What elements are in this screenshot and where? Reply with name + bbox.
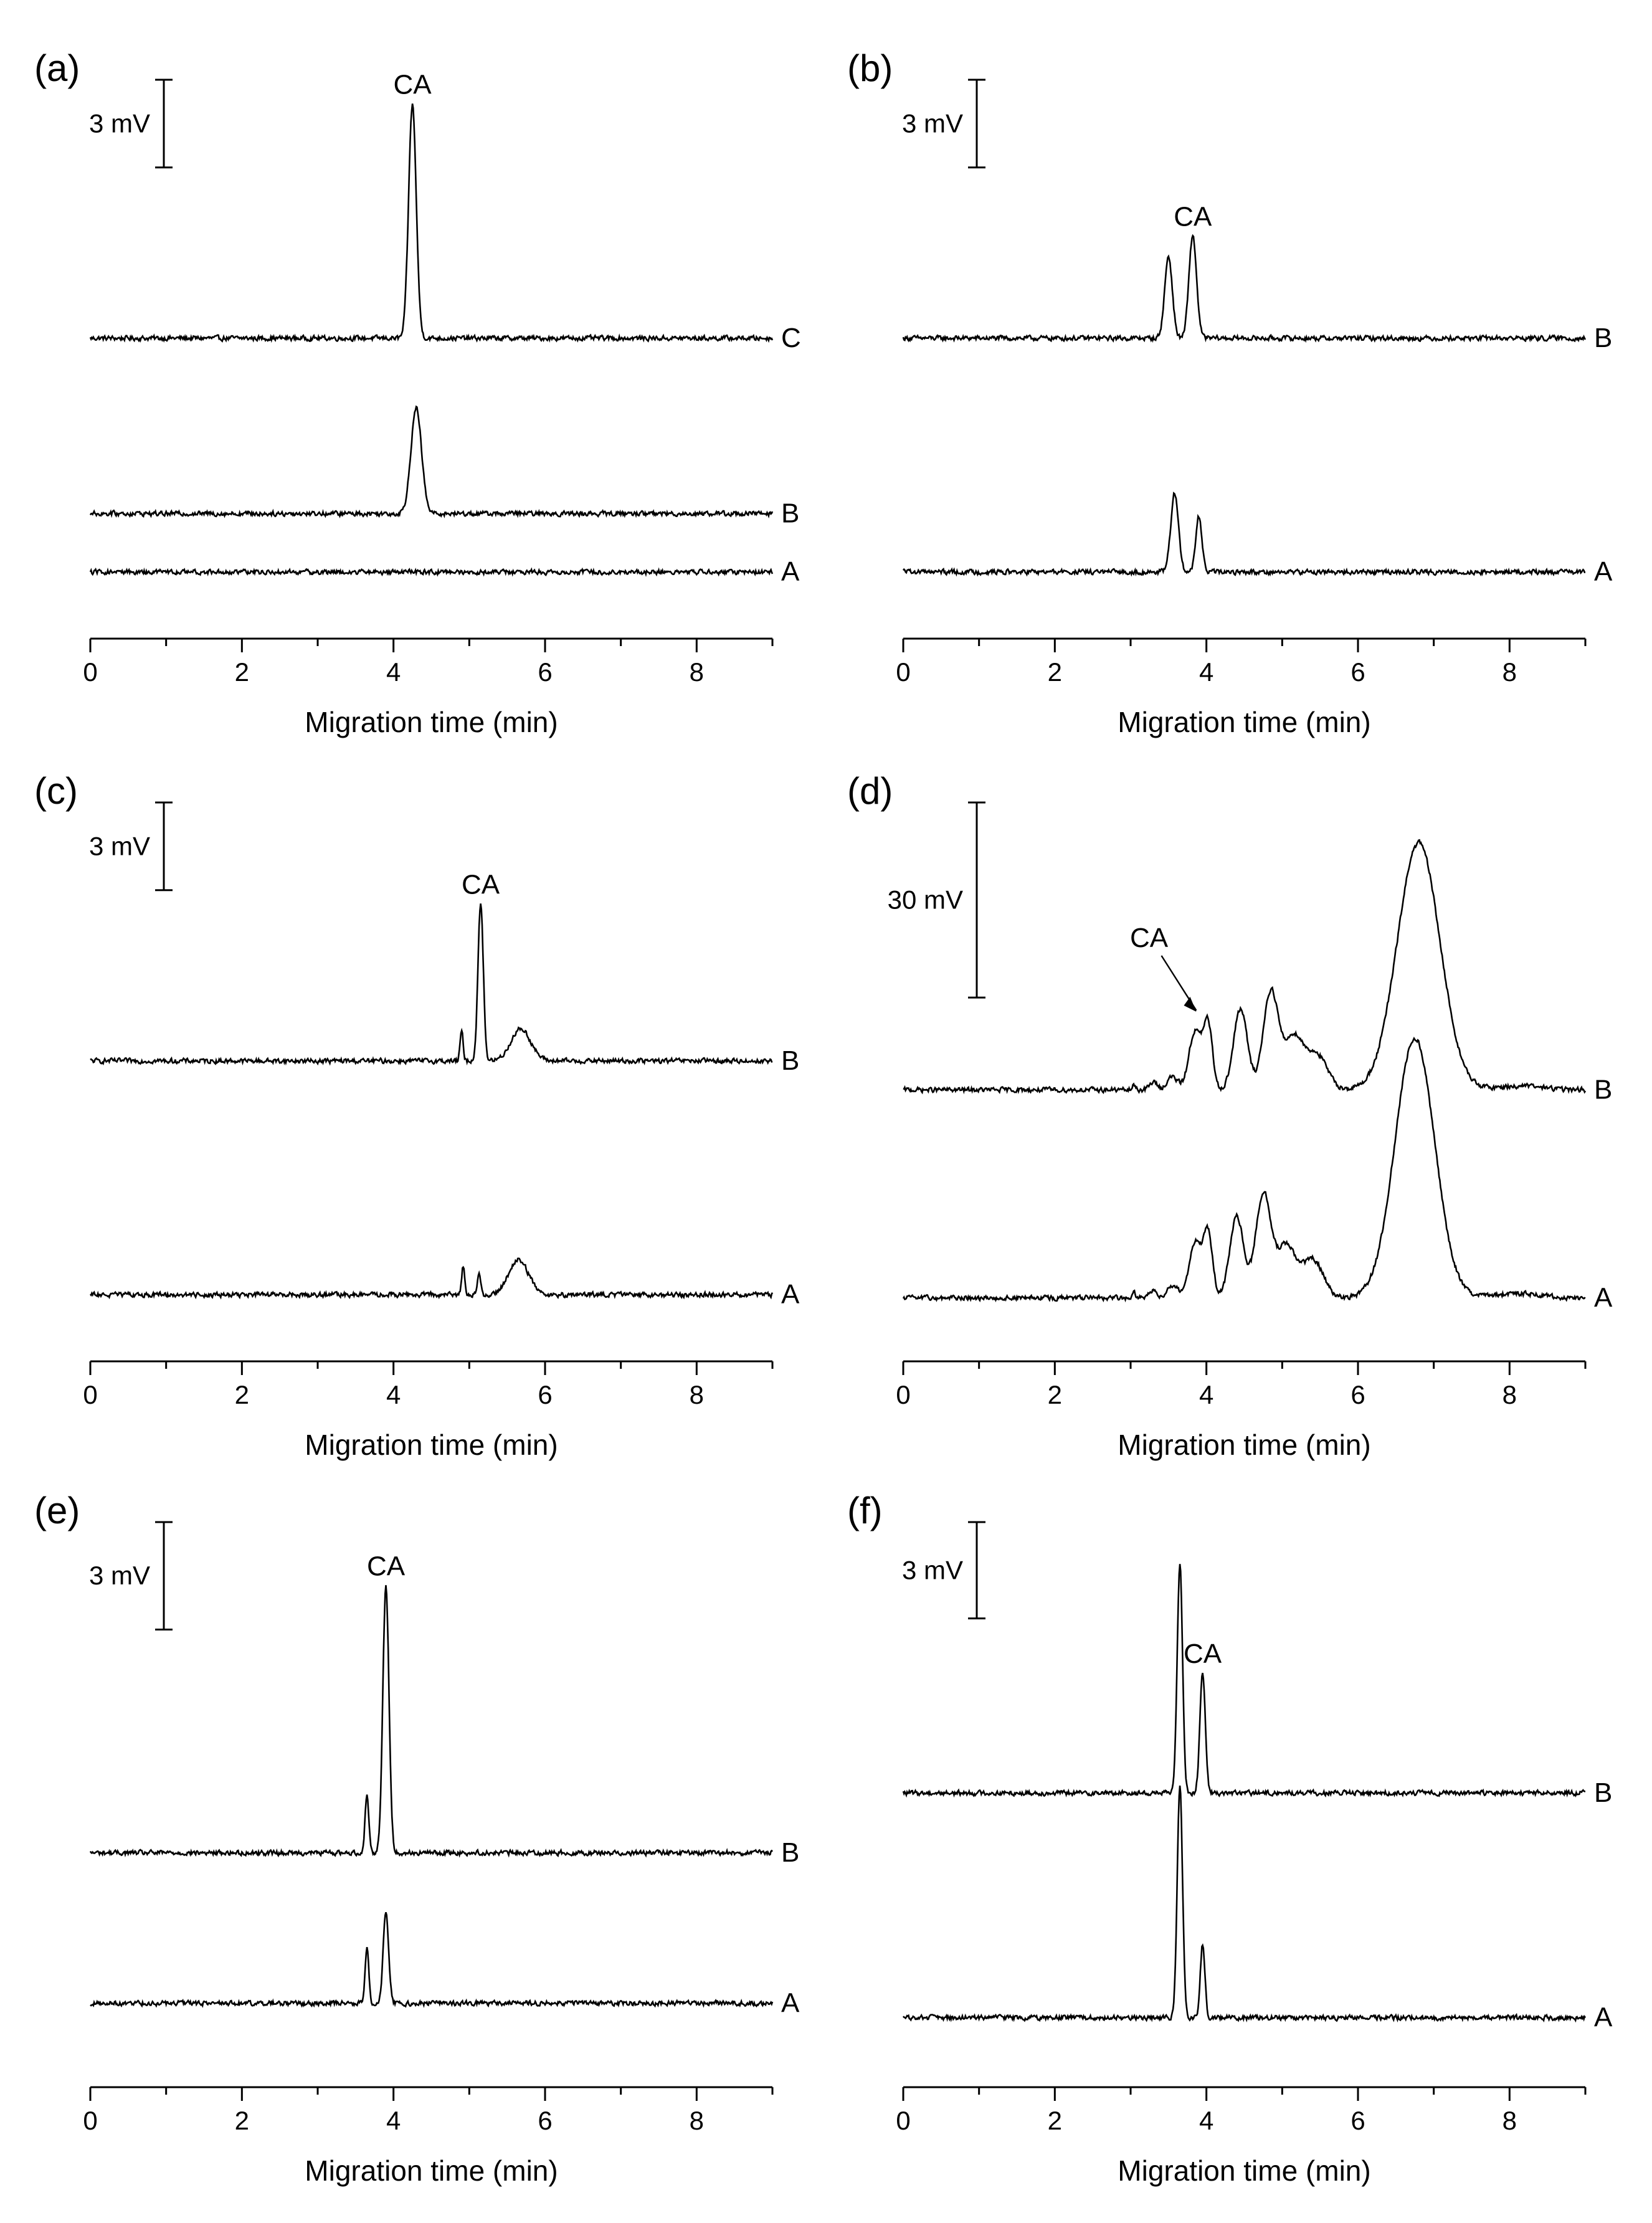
- x-tick-label: 4: [386, 657, 401, 687]
- x-tick-label: 2: [1048, 657, 1062, 687]
- x-tick-label: 2: [235, 1380, 249, 1409]
- peak-label: CA: [1184, 1639, 1222, 1669]
- x-tick-label: 8: [1502, 2106, 1517, 2135]
- trace-line: [89, 1257, 774, 1300]
- panel-label: (d): [847, 770, 893, 812]
- chart-panel: (f) 3 mV B A CA 0 2 4 6 8 Migration time (min): [847, 1490, 1613, 2187]
- trace-label: B: [781, 498, 799, 528]
- trace-label: A: [781, 556, 800, 587]
- x-tick-label: 6: [538, 1380, 552, 1409]
- x-tick-label: 8: [1502, 1380, 1517, 1409]
- x-tick-label: 2: [1048, 1380, 1062, 1409]
- x-axis-title: Migration time (min): [305, 1429, 558, 1461]
- x-tick-label: 6: [1351, 657, 1365, 687]
- trace-line: [89, 1585, 773, 1858]
- x-axis-title: Migration time (min): [305, 2154, 558, 2187]
- x-tick-label: 0: [896, 657, 910, 687]
- x-axis-title: Migration time (min): [1118, 2154, 1370, 2187]
- trace-line: [90, 1911, 774, 2008]
- chart-panel: (a) 3 mV C BA CA 0 2 4 6 8 Migration time (min): [34, 47, 801, 738]
- trace-label: B: [1594, 1074, 1612, 1105]
- peak-label: CA: [1130, 923, 1169, 953]
- panel-label: (f): [847, 1490, 883, 1531]
- scale-bar-label: 3 mV: [89, 1561, 150, 1590]
- scale-bar-label: 3 mV: [902, 1555, 963, 1584]
- x-tick-label: 8: [1502, 657, 1517, 687]
- x-axis-title: Migration time (min): [1118, 1429, 1370, 1461]
- trace-line: [89, 567, 774, 578]
- x-tick-label: 8: [690, 2106, 704, 2135]
- trace-line: [89, 103, 774, 343]
- trace-label: A: [781, 1987, 800, 2018]
- x-tick-label: 0: [83, 2106, 97, 2135]
- x-tick-label: 4: [1199, 1380, 1213, 1409]
- x-tick-label: 4: [1199, 2106, 1213, 2135]
- x-tick-label: 0: [896, 1380, 910, 1409]
- scale-bar-label: 3 mV: [89, 108, 150, 138]
- peak-label: CA: [462, 869, 500, 900]
- peak-label: CA: [1174, 201, 1212, 232]
- trace-label: B: [1594, 323, 1612, 353]
- trace-line: [89, 405, 774, 519]
- scale-bar-label: 3 mV: [89, 831, 150, 860]
- chart-panel: (b) 3 mV B A CA 0 2 4 6 8 Migration time (min): [847, 47, 1613, 738]
- scale-bar-label: 30 mV: [888, 885, 963, 915]
- panel-label: (b): [847, 47, 893, 89]
- x-tick-label: 4: [1199, 657, 1213, 687]
- x-tick-label: 0: [83, 1380, 97, 1409]
- peak-label: CA: [394, 69, 432, 100]
- trace-line: [902, 234, 1587, 343]
- x-tick-label: 4: [386, 1380, 401, 1409]
- x-tick-label: 6: [1351, 1380, 1365, 1409]
- chart-panel: (d) 30 mV B A CA 0 2 4 6 8 Migration time (min): [847, 770, 1613, 1461]
- trace-label: B: [781, 1837, 799, 1868]
- x-tick-label: 8: [690, 1380, 704, 1409]
- trace-label: C: [781, 323, 801, 353]
- x-tick-label: 0: [83, 657, 97, 687]
- trace-line: [902, 1036, 1586, 1303]
- trace-line: [90, 903, 773, 1066]
- x-tick-label: 2: [1048, 2106, 1062, 2135]
- peak-arrow-head: [1184, 996, 1197, 1012]
- x-tick-label: 8: [690, 657, 704, 687]
- trace-label: B: [1594, 1778, 1612, 1808]
- trace-line: [902, 1564, 1586, 1798]
- x-tick-label: 2: [235, 657, 249, 687]
- x-tick-label: 6: [1351, 2106, 1365, 2135]
- trace-label: A: [1594, 1282, 1613, 1313]
- trace-line: [903, 839, 1587, 1095]
- x-axis-title: Migration time (min): [1118, 706, 1370, 738]
- trace-label: A: [781, 1279, 800, 1310]
- x-tick-label: 6: [538, 657, 552, 687]
- panel-label: (e): [34, 1490, 80, 1531]
- x-axis-title: Migration time (min): [305, 706, 558, 738]
- chart-panel: (e) 3 mV B A CA 0 2 4 6 8 Migration time (min): [34, 1490, 800, 2187]
- trace-label: A: [1594, 2002, 1613, 2032]
- chart-panel: (c) 3 mV B A CA 0 2 4 6 8 Migration time (min): [34, 770, 800, 1461]
- x-tick-label: 4: [386, 2106, 401, 2135]
- panel-label: (c): [34, 770, 78, 812]
- peak-label: CA: [367, 1551, 406, 1581]
- trace-label: B: [781, 1045, 799, 1076]
- trace-label: A: [1594, 556, 1613, 587]
- x-tick-label: 0: [896, 2106, 910, 2135]
- trace-line: [902, 1785, 1587, 2023]
- panel-label: (a): [34, 47, 80, 89]
- x-tick-label: 6: [538, 2106, 552, 2135]
- x-tick-label: 2: [235, 2106, 249, 2135]
- scale-bar-label: 3 mV: [902, 108, 963, 138]
- trace-line: [902, 492, 1586, 577]
